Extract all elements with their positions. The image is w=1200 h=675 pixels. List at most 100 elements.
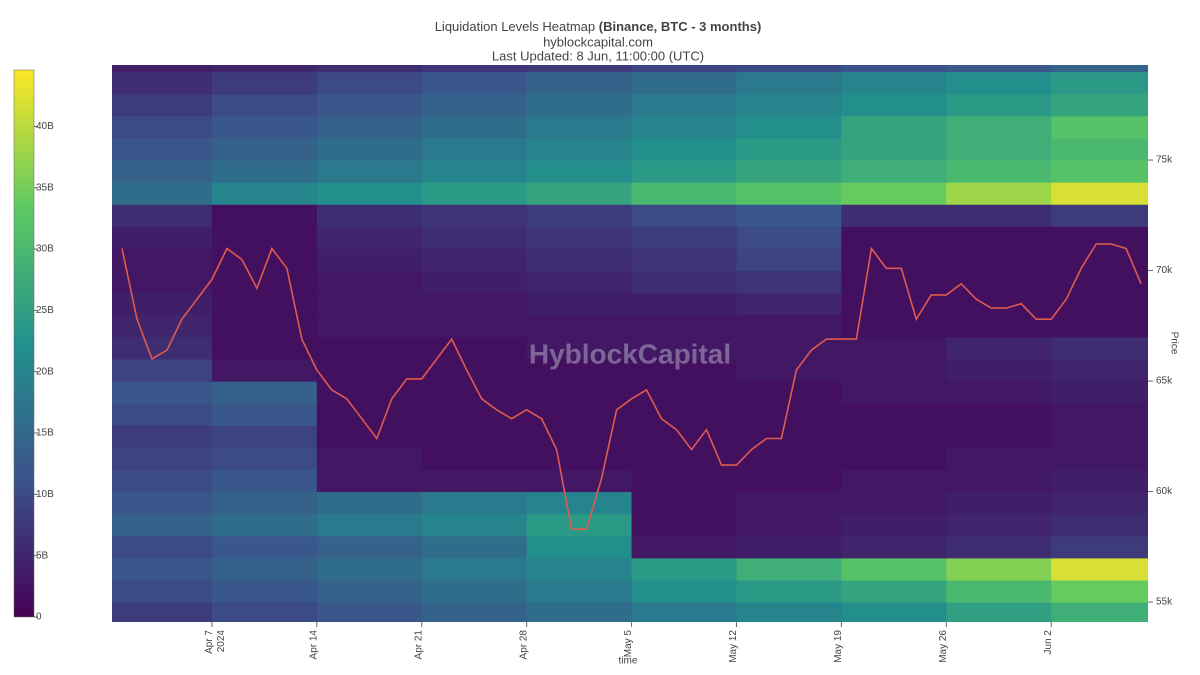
heat-cell <box>631 580 737 603</box>
heat-cell <box>316 513 423 537</box>
heat-cell <box>631 248 737 272</box>
heat-cell <box>211 491 318 515</box>
heat-cell <box>316 314 423 338</box>
heat-cell <box>211 248 318 272</box>
title-main: Liquidation Levels Heatmap <box>435 19 595 34</box>
heat-cell <box>946 160 1052 183</box>
heat-cell <box>421 336 528 360</box>
heat-cell <box>736 115 842 139</box>
heat-cell <box>841 115 947 139</box>
heat-cell <box>211 115 318 139</box>
heat-cell <box>421 358 528 382</box>
heat-cell <box>211 336 318 360</box>
x-axis-label: time <box>619 656 638 667</box>
x-tick-label: May 12 <box>728 630 739 663</box>
x-tick-group: May 5 <box>623 630 634 658</box>
heat-cell <box>736 447 842 470</box>
heat-cell <box>631 270 737 294</box>
heat-cell <box>631 447 737 470</box>
heat-cell <box>316 491 423 515</box>
heat-cell <box>526 248 633 272</box>
heat-cell <box>211 557 318 581</box>
y-tick-label: 75k <box>1156 155 1173 166</box>
x-tick-group: May 26 <box>938 630 949 663</box>
heat-cell <box>526 71 633 95</box>
heat-cell <box>631 226 737 249</box>
heat-cell <box>946 580 1052 603</box>
y-tick-label: 55k <box>1156 597 1173 608</box>
heat-cell <box>841 535 947 559</box>
heat-cell <box>211 226 318 249</box>
heat-cell <box>841 557 947 581</box>
heat-cell <box>112 314 213 338</box>
subtitle: hyblockcapital.com <box>543 34 653 49</box>
heat-cell <box>736 535 842 559</box>
heat-cell <box>946 425 1052 448</box>
heat-cell <box>211 71 318 95</box>
heat-cell <box>316 71 423 95</box>
heat-cell <box>631 602 737 622</box>
chart-title: Liquidation Levels Heatmap (Binance, BTC… <box>435 19 762 34</box>
heat-cell <box>421 491 528 515</box>
heat-cell <box>421 292 528 316</box>
x-tick-label: May 26 <box>938 630 949 663</box>
heat-cell <box>946 381 1052 404</box>
heat-cell <box>736 358 842 382</box>
heat-cell <box>112 491 213 515</box>
heat-cell <box>1051 491 1148 515</box>
heat-cell <box>1051 336 1148 360</box>
heat-cell <box>1051 535 1148 559</box>
heat-cell <box>421 71 528 95</box>
heat-cell <box>316 292 423 316</box>
heat-cell <box>736 469 842 493</box>
heat-cell <box>421 447 528 470</box>
heat-cell <box>211 447 318 470</box>
heat-cell <box>112 270 213 294</box>
heat-cell <box>526 182 633 205</box>
heat-cell <box>316 447 423 470</box>
colorbar-tick-label: 20B <box>36 366 54 377</box>
heat-cell <box>526 602 633 622</box>
heat-cell <box>316 65 423 73</box>
heat-cell <box>112 292 213 316</box>
heat-cell <box>526 93 633 117</box>
y-axis-label: Price <box>1168 332 1179 355</box>
colorbar-tick-label: 5B <box>36 550 49 561</box>
heat-cell <box>421 314 528 338</box>
heat-cell <box>841 447 947 470</box>
heat-cell <box>211 314 318 338</box>
heat-cell <box>841 513 947 537</box>
heat-cell <box>211 137 318 161</box>
price-line <box>121 243 1142 530</box>
heat-cell <box>946 469 1052 493</box>
heat-cell <box>841 226 947 249</box>
heat-cell <box>421 226 528 249</box>
heat-cell <box>112 65 213 73</box>
heat-cell <box>631 336 737 360</box>
heat-cell <box>946 137 1052 161</box>
heat-cell <box>1051 314 1148 338</box>
heat-cell <box>421 65 528 73</box>
y-tick-label: 65k <box>1156 376 1173 387</box>
heat-cell <box>526 469 633 493</box>
heat-cell <box>211 580 318 603</box>
heat-cell <box>112 425 213 448</box>
heat-cell <box>526 336 633 360</box>
heat-cell <box>631 314 737 338</box>
heat-cell <box>841 336 947 360</box>
heat-cell <box>736 182 842 205</box>
heat-cell <box>736 403 842 426</box>
heat-cell <box>421 557 528 581</box>
heat-cell <box>841 314 947 338</box>
heat-cell <box>946 226 1052 249</box>
x-tick-label: May 5 <box>623 630 634 658</box>
heat-cell <box>112 160 213 183</box>
heat-cell <box>631 557 737 581</box>
heat-cell <box>631 381 737 404</box>
heat-cell <box>211 602 318 622</box>
heat-cell <box>631 204 737 227</box>
heat-cell <box>211 204 318 227</box>
colorbar-tick-label: 40B <box>36 121 54 132</box>
heat-cell <box>841 204 947 227</box>
